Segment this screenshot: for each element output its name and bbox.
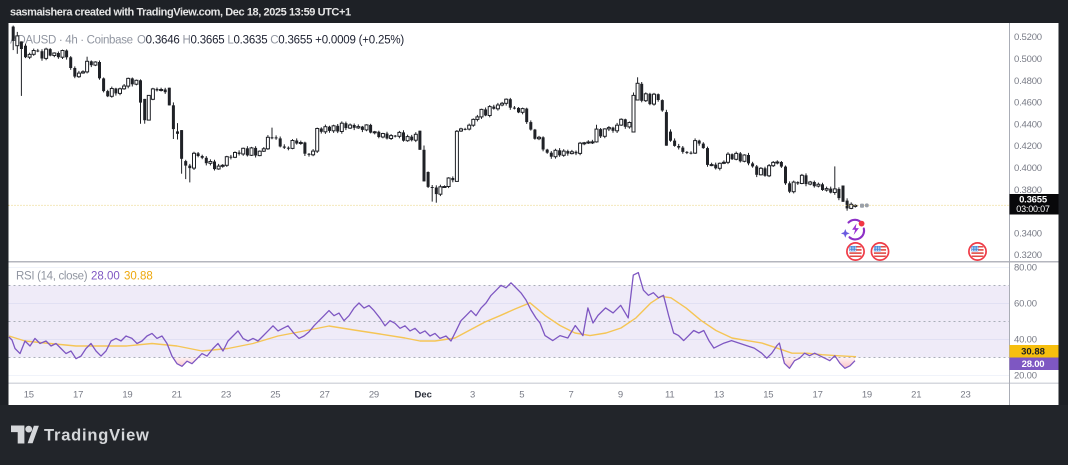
svg-text:5: 5: [519, 390, 524, 401]
svg-text:TradingView: TradingView: [44, 427, 150, 445]
svg-text:O0.3646 H0.3665 L0.3635 C0.: O0.3646 H0.3665 L0.3635 C0.3655 +0.0009 …: [137, 35, 404, 47]
svg-text:30.88: 30.88: [124, 271, 153, 283]
svg-text:21: 21: [911, 390, 921, 401]
svg-text:20.00: 20.00: [1014, 371, 1037, 382]
svg-text:17: 17: [73, 390, 83, 401]
svg-text:0.4400: 0.4400: [1014, 119, 1042, 130]
svg-text:0.4800: 0.4800: [1014, 76, 1042, 87]
svg-text:RSI (14, close): RSI (14, close): [16, 271, 88, 283]
svg-text:11: 11: [665, 390, 674, 401]
svg-text:0.4600: 0.4600: [1014, 98, 1042, 109]
svg-text:15: 15: [763, 390, 773, 401]
svg-text:0.5000: 0.5000: [1014, 54, 1042, 65]
svg-text:30.88: 30.88: [1021, 347, 1045, 358]
svg-text:15: 15: [24, 390, 34, 401]
svg-text:ADAUSD · 4h · Coinbase: ADAUSD · 4h · Coinbase: [10, 35, 133, 47]
svg-text:sasmaishera created with Tradi: sasmaishera created with TradingView.com…: [10, 7, 351, 19]
svg-text:0.5200: 0.5200: [1014, 32, 1042, 43]
svg-text:28.00: 28.00: [91, 271, 120, 283]
svg-text:60.00: 60.00: [1014, 299, 1037, 310]
svg-text:7: 7: [569, 390, 574, 401]
svg-text:80.00: 80.00: [1014, 263, 1037, 274]
svg-text:19: 19: [862, 390, 872, 401]
svg-text:9: 9: [618, 390, 623, 401]
svg-text:0.3200: 0.3200: [1014, 250, 1042, 261]
svg-text:40.00: 40.00: [1014, 335, 1037, 346]
svg-text:03:00:07: 03:00:07: [1016, 204, 1050, 214]
svg-text:23: 23: [960, 390, 970, 401]
svg-text:0.3655: 0.3655: [1019, 195, 1048, 206]
svg-text:Dec: Dec: [414, 390, 431, 401]
svg-text:3: 3: [470, 390, 475, 401]
svg-text:0.3400: 0.3400: [1014, 228, 1042, 239]
svg-text:17: 17: [813, 390, 823, 401]
svg-text:19: 19: [122, 390, 132, 401]
svg-text:21: 21: [172, 390, 182, 401]
svg-text:23: 23: [221, 390, 231, 401]
svg-text:0.4000: 0.4000: [1014, 163, 1042, 174]
svg-text:27: 27: [320, 390, 330, 401]
svg-text:28.00: 28.00: [1022, 359, 1045, 370]
svg-text:29: 29: [369, 390, 379, 401]
svg-text:13: 13: [714, 390, 724, 401]
svg-text:0.4200: 0.4200: [1014, 141, 1042, 152]
svg-text:25: 25: [270, 390, 280, 401]
svg-text:0.3800: 0.3800: [1014, 185, 1042, 196]
